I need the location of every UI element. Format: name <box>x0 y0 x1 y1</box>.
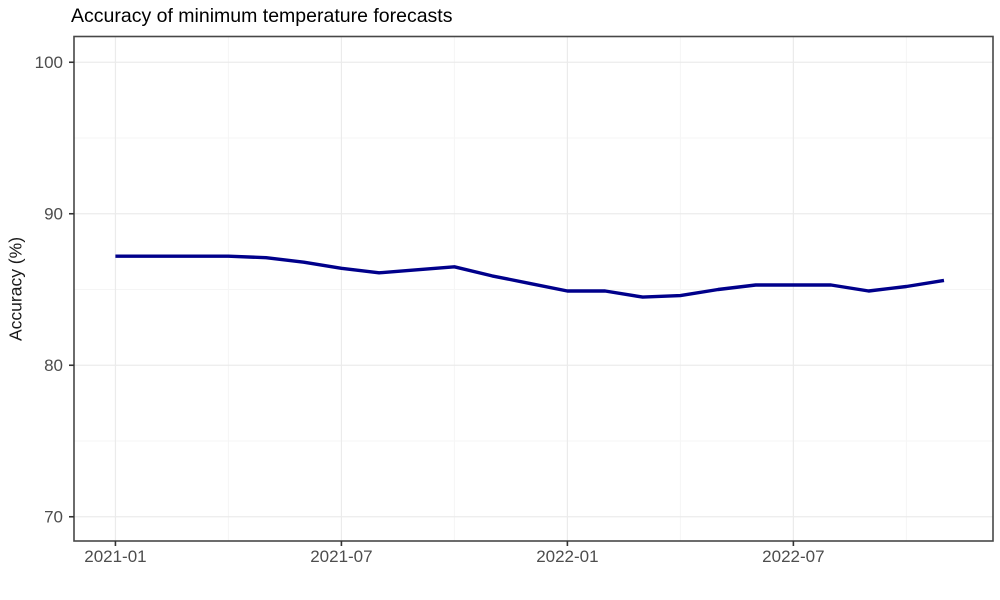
y-tick-label: 80 <box>44 356 63 375</box>
y-tick-label: 100 <box>35 53 63 72</box>
x-tick-label: 2022-01 <box>536 547 598 566</box>
y-axis-label: Accuracy (%) <box>5 236 26 342</box>
panel-background <box>74 36 993 541</box>
chart-title: Accuracy of minimum temperature forecast… <box>71 5 453 27</box>
panel-border <box>73 35 994 542</box>
x-tick-label: 2022-07 <box>762 547 824 566</box>
y-tick-label: 70 <box>44 507 63 526</box>
series-line <box>115 254 945 299</box>
x-tick-label: 2021-07 <box>310 547 372 566</box>
y-tick-label: 90 <box>44 204 63 223</box>
x-tick-label: 2021-01 <box>84 547 146 566</box>
